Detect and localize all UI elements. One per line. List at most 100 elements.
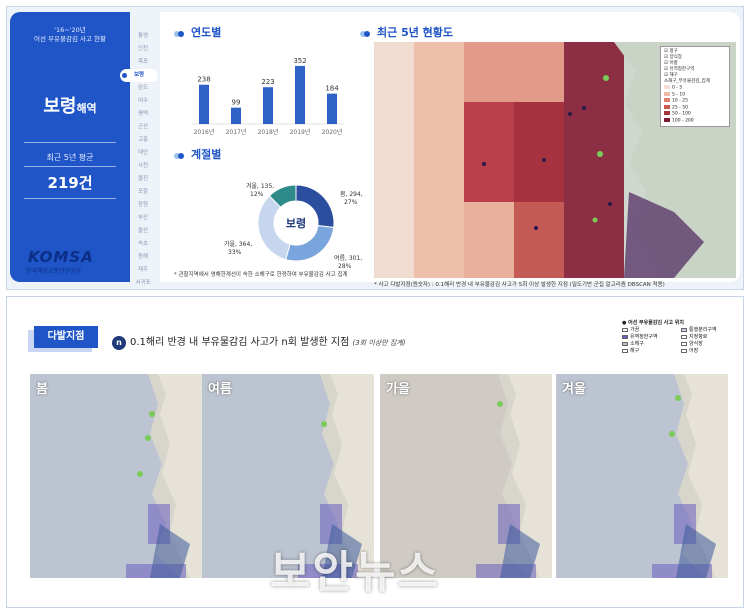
density-map-legend: ☑ 항구 ☑ 양식장 ☑ 어항 ☑ 유역정한구역 ☑ 해구 소해구_부유물감김_집계 0 -… [660, 46, 730, 127]
bar [199, 84, 209, 124]
nav-item-5[interactable]: 완도 [137, 85, 149, 91]
hotspot-legend-item: 가끔 [622, 327, 681, 334]
komsa-logo: KOMSA [28, 248, 94, 266]
accident-density-map[interactable]: ☑ 항구 ☑ 양식장 ☑ 어항 ☑ 유역정한구역 ☑ 해구 소해구_부유물감김_집계 0 -… [374, 42, 736, 278]
nav-item-10[interactable]: 태안 [137, 150, 149, 156]
x-tick-label: 2020년 [322, 128, 343, 136]
seasonal-title-text: 계절별 [191, 148, 222, 161]
season-map-2[interactable]: 여름 [202, 374, 374, 578]
footnote-left: * 관할지역에서 영해한계선이 속한 소해구로 한정하여 부유물감김 사고 집계 [174, 272, 348, 278]
nav-item-2[interactable]: 인천 [137, 46, 149, 52]
hotspot-legend-item: 양식장 [681, 341, 740, 348]
season-label: 봄 [36, 382, 48, 397]
map-legend-item: ☑ 양식장 [664, 55, 682, 60]
region-label: 보령 [43, 96, 77, 117]
slice-label: 겨울, 135, [246, 182, 274, 190]
divider [24, 166, 116, 167]
x-tick-label: 2019년 [290, 128, 311, 136]
komsa-logo-subtitle: 한국해양교통안전공단 [26, 268, 82, 275]
nav-item-9[interactable]: 고흥 [137, 137, 149, 143]
nav-item-12[interactable]: 울진 [137, 176, 149, 182]
hotspot-title-note: (3회 이상만 집계) [352, 339, 406, 347]
donut-center-label: 보령 [286, 217, 306, 230]
nav-item-18[interactable]: 동해 [137, 254, 149, 260]
subtitle-period: '16~'20년 [54, 26, 86, 34]
nav-item-16[interactable]: 울산 [137, 228, 149, 234]
map-legend-range: 25 - 50 [664, 104, 726, 112]
hotspot-legend: ● 어선 부유물감김 사고 위치 가끔 통행분리구역 유역정한구역 지정항로 소해구 양식장… [622, 320, 740, 355]
nav-item-15[interactable]: 부산 [137, 215, 149, 221]
season-map-graphic [380, 374, 552, 578]
region-name: 보령해역 [10, 92, 130, 118]
bar-value-label: 99 [232, 99, 241, 107]
season-map-graphic [202, 374, 374, 578]
map-legend-range: 0 - 5 [664, 85, 726, 92]
slice-label: 여름, 301, [334, 254, 362, 262]
season-label: 여름 [208, 382, 232, 397]
avg-value: 219건 [47, 174, 93, 192]
hotspot-legend-item: 통행분리구역 [681, 327, 740, 334]
watermark: 보안뉴스 [270, 547, 440, 598]
nav-item-19[interactable]: 제주 [137, 267, 149, 273]
yearly-section-title: 연도별 [174, 24, 221, 40]
season-map-graphic [30, 374, 202, 578]
seasonal-donut-chart: 봄, 294,27% 여름, 301,28% 가을, 364,33% 겨울, 135,… [224, 182, 363, 270]
map-legend-range: 10 - 25 [664, 98, 726, 105]
season-map-1[interactable]: 봄 [30, 374, 202, 578]
donut-slice [268, 184, 297, 208]
nav-item-3[interactable]: 목포 [137, 59, 149, 65]
slice-label: 봄, 294, [340, 191, 363, 198]
map-legend-item: ☑ 항구 [664, 49, 678, 54]
slice-pct-label: 27% [344, 199, 358, 206]
bar-value-label: 223 [261, 78, 274, 86]
map-title-text: 최근 5년 현황도 [377, 26, 454, 39]
bar [295, 65, 305, 124]
sidebar-subtitle: '16~'20년 어선 부유물감김 사고 현황 [10, 26, 130, 44]
section-dots-icon [174, 149, 188, 162]
donut-slice [285, 225, 335, 262]
yearly-title-text: 연도별 [191, 26, 222, 39]
season-map-graphic [556, 374, 728, 578]
nav-item-4[interactable]: 보령 [120, 69, 158, 82]
map-legend-density-title: 소해구_부유물감김_집계 [664, 79, 710, 84]
hotspot-legend-title: ● 어선 부유물감김 사고 위치 [622, 320, 684, 326]
map-legend-item: ☑ 어항 [664, 61, 678, 66]
bar [231, 107, 241, 124]
season-label: 겨울 [562, 382, 586, 397]
slice-pct-label: 28% [338, 263, 352, 270]
yearly-bar-chart: 238 2016년 99 2017년 223 2018년 352 2019년 184 2020년 [192, 57, 344, 136]
hotspot-title: n 0.1해리 반경 내 부유물감김 사고가 n회 발생한 지점 (3회 이상만 … [112, 333, 406, 350]
divider [24, 198, 116, 199]
footnote-right: * 사고 다발지점(원숫자) : 0.1해리 반경 내 부유물감김 사고가 5회… [374, 282, 665, 288]
season-map-4[interactable]: 겨울 [556, 374, 728, 578]
section-dots-icon [174, 27, 188, 40]
seasonal-section-title: 계절별 [174, 146, 221, 162]
nav-item-6[interactable]: 여수 [137, 98, 149, 104]
hotspot-legend-item: 소해구 [622, 341, 681, 348]
slice-label: 가을, 364, [224, 240, 252, 248]
hotspot-tag: 다발지점 [34, 326, 98, 348]
hotspot-legend-item: 지정항로 [681, 334, 740, 341]
main-panel: 연도별 238 2016년 99 2017년 223 2018년 352 2019년 184 20… [160, 12, 740, 288]
x-tick-label: 2018년 [258, 128, 279, 136]
divider [24, 142, 116, 143]
nav-item-17[interactable]: 속초 [137, 241, 149, 247]
map-legend-item: ☑ 해구 [664, 73, 678, 78]
nav-item-13[interactable]: 포항 [137, 189, 149, 195]
section-dots-icon [360, 27, 374, 40]
bar-value-label: 352 [293, 57, 306, 65]
hotspot-legend-item: 해구 [622, 348, 681, 355]
density-map-graphic [374, 42, 736, 278]
nav-item-14[interactable]: 창원 [137, 202, 149, 208]
nav-item-7[interactable]: 평택 [137, 111, 149, 117]
nav-item-11[interactable]: 사천 [137, 163, 149, 169]
hotspot-title-text: 0.1해리 반경 내 부유물감김 사고가 n회 발생한 지점 [130, 337, 350, 348]
bar-value-label: 238 [197, 76, 210, 84]
avg-label: 최근 5년 평균 [46, 153, 94, 162]
nav-item-8[interactable]: 군산 [137, 124, 149, 130]
nav-item-20[interactable]: 서귀포 [135, 280, 151, 286]
nav-item-1[interactable]: 통영 [137, 33, 149, 39]
bar-value-label: 184 [325, 85, 339, 93]
season-map-3[interactable]: 가을 [380, 374, 552, 578]
